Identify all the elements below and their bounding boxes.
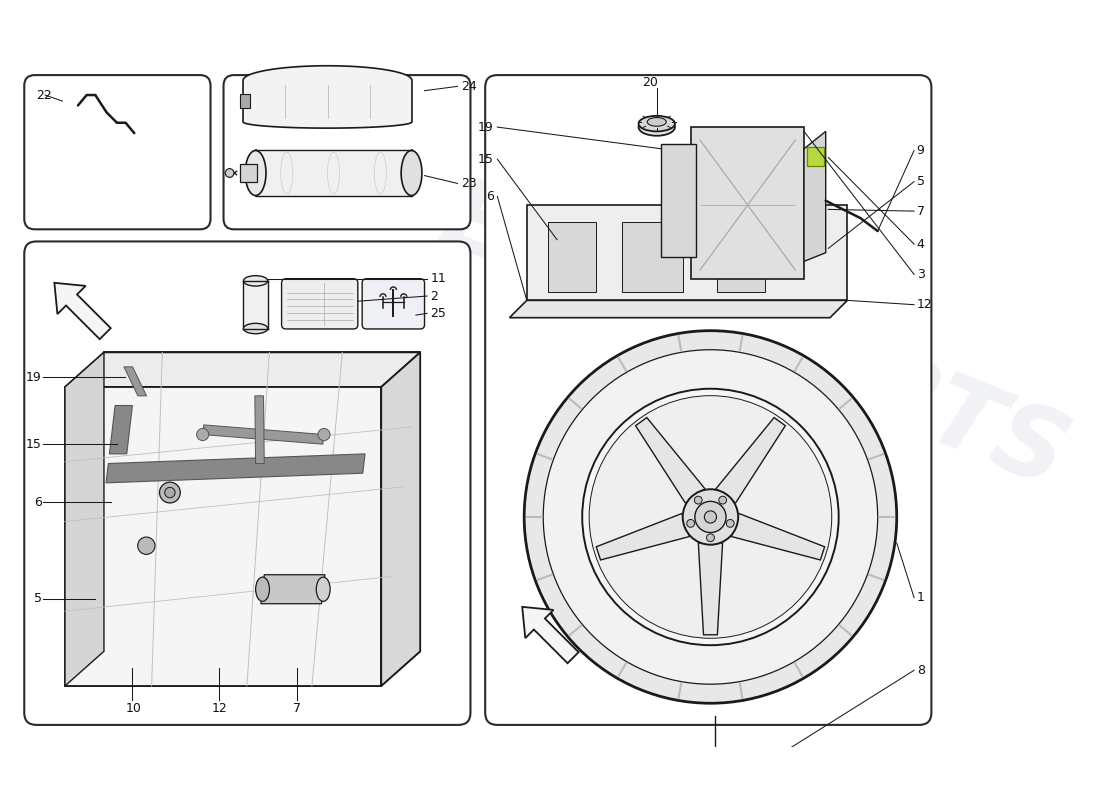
Bar [240, 164, 257, 182]
Circle shape [165, 487, 175, 498]
Text: 19: 19 [25, 370, 42, 383]
FancyBboxPatch shape [282, 278, 358, 329]
Text: a parts
cindu: a parts cindu [630, 356, 791, 478]
Polygon shape [698, 543, 723, 634]
Polygon shape [54, 283, 111, 339]
Polygon shape [661, 145, 695, 257]
Circle shape [683, 490, 738, 545]
Text: 3: 3 [916, 268, 924, 281]
Text: 24: 24 [461, 80, 476, 93]
Ellipse shape [245, 150, 266, 195]
Text: 11: 11 [430, 272, 447, 286]
Ellipse shape [317, 577, 330, 602]
Polygon shape [124, 367, 146, 396]
Text: 6: 6 [34, 496, 42, 509]
Text: 5: 5 [34, 592, 42, 606]
Polygon shape [732, 514, 825, 560]
Circle shape [686, 519, 694, 527]
Circle shape [704, 511, 716, 523]
Text: 12: 12 [212, 702, 228, 715]
Polygon shape [106, 454, 365, 483]
Polygon shape [202, 425, 324, 444]
Polygon shape [65, 352, 420, 387]
Polygon shape [527, 205, 847, 300]
Text: EUROPARTS: EUROPARTS [427, 170, 1080, 509]
Ellipse shape [638, 118, 675, 136]
Text: 19: 19 [478, 121, 494, 134]
FancyBboxPatch shape [362, 278, 425, 329]
Text: 25: 25 [430, 307, 447, 320]
Circle shape [706, 534, 714, 542]
Polygon shape [509, 300, 847, 318]
Text: 9: 9 [916, 144, 924, 157]
Text: 7: 7 [916, 205, 925, 218]
Polygon shape [255, 396, 264, 463]
Text: 15: 15 [478, 153, 494, 166]
Circle shape [726, 519, 734, 527]
Text: 22: 22 [36, 89, 52, 102]
FancyBboxPatch shape [24, 75, 210, 230]
Circle shape [695, 502, 726, 533]
Polygon shape [636, 418, 705, 503]
Polygon shape [804, 131, 826, 262]
FancyBboxPatch shape [223, 75, 471, 230]
Text: 2: 2 [430, 290, 439, 302]
Polygon shape [549, 222, 596, 292]
Ellipse shape [647, 118, 667, 126]
Text: 23: 23 [461, 177, 476, 190]
Polygon shape [109, 406, 132, 454]
Polygon shape [522, 607, 579, 663]
Polygon shape [596, 514, 690, 560]
Circle shape [718, 496, 727, 504]
Polygon shape [65, 387, 382, 686]
Text: 5: 5 [916, 175, 925, 188]
Text: 1: 1 [916, 591, 924, 604]
Circle shape [582, 389, 838, 645]
Polygon shape [623, 222, 683, 292]
Text: 7: 7 [294, 702, 301, 715]
Polygon shape [243, 66, 412, 128]
Polygon shape [717, 222, 764, 292]
Circle shape [318, 429, 330, 441]
Text: 6: 6 [486, 190, 494, 203]
Text: 4: 4 [916, 238, 924, 250]
FancyBboxPatch shape [24, 242, 471, 725]
Text: 10: 10 [125, 702, 141, 715]
Text: 8: 8 [916, 664, 925, 677]
Polygon shape [65, 651, 420, 686]
Polygon shape [104, 352, 420, 651]
Circle shape [543, 350, 878, 684]
Ellipse shape [255, 577, 270, 602]
Bar [806, 147, 824, 166]
Circle shape [694, 496, 702, 504]
Polygon shape [261, 574, 324, 604]
Circle shape [197, 429, 209, 441]
Circle shape [138, 537, 155, 554]
Circle shape [590, 396, 832, 638]
Bar [240, 94, 250, 108]
Circle shape [525, 330, 896, 703]
Polygon shape [65, 352, 104, 686]
Polygon shape [692, 127, 804, 278]
Bar [243, 281, 267, 329]
Ellipse shape [243, 323, 267, 334]
Ellipse shape [638, 116, 675, 131]
Text: 20: 20 [642, 75, 658, 89]
Bar [255, 150, 411, 195]
Polygon shape [716, 418, 785, 503]
Ellipse shape [243, 276, 267, 286]
Polygon shape [382, 352, 420, 686]
Circle shape [160, 482, 180, 503]
FancyBboxPatch shape [485, 75, 932, 725]
Circle shape [226, 169, 234, 178]
Ellipse shape [402, 150, 422, 195]
Text: 15: 15 [25, 438, 42, 450]
Text: 12: 12 [916, 298, 933, 311]
